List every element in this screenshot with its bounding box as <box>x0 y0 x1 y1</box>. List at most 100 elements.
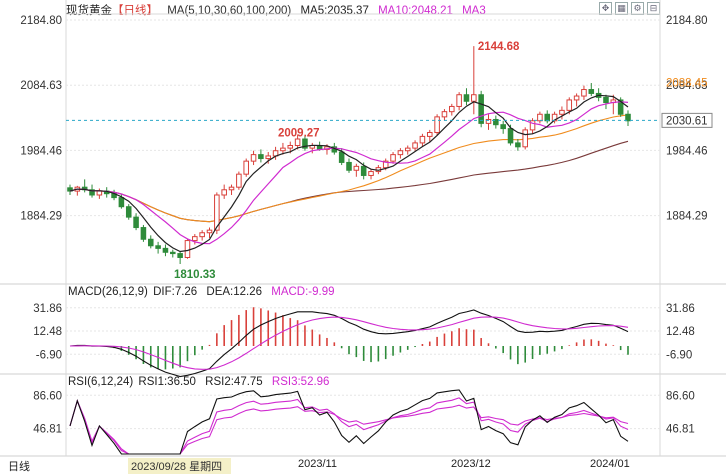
candle-down <box>125 206 132 218</box>
candle-up <box>192 236 198 242</box>
month-label-3: 2024/01 <box>590 458 636 470</box>
dea-line <box>69 316 629 370</box>
candle-up <box>522 129 528 148</box>
macd-left-tick: 31.86 <box>33 303 62 315</box>
rsi-label: RSI(6,12,24) <box>68 376 134 388</box>
ma30-line <box>69 114 629 223</box>
candle-down <box>140 227 147 240</box>
right-price-tick: 2184.80 <box>666 15 708 27</box>
candle-up <box>485 118 492 124</box>
candle-down <box>493 118 499 126</box>
candle-up <box>456 94 462 107</box>
rsi3-line <box>69 399 629 455</box>
low-annotation: 1810.33 <box>174 269 216 281</box>
candle-down <box>338 151 345 163</box>
month-label-1: 2023/11 <box>298 458 343 470</box>
candle-up <box>559 109 565 115</box>
candle-down <box>177 253 183 258</box>
macd-right-tick: 31.86 <box>666 303 695 315</box>
candle-down <box>89 189 95 196</box>
dif-line <box>69 309 629 378</box>
macd-left-tick: 12.48 <box>33 326 62 338</box>
candle-down <box>258 154 264 160</box>
candle-up <box>243 160 249 175</box>
dif-value: DIF:7.26 <box>153 286 198 298</box>
candle-down <box>617 99 624 115</box>
candle-up <box>353 165 360 171</box>
current-price-value: 2030.61 <box>666 115 708 127</box>
candle-down <box>507 128 514 144</box>
candle-down <box>625 113 631 122</box>
right-price-tick: 1884.29 <box>666 211 708 223</box>
rsi-right-tick: 86.60 <box>666 390 695 402</box>
candle-down <box>147 238 154 247</box>
dea-value: DEA:12.26 <box>206 286 263 298</box>
left-price-tick: 1884.29 <box>20 211 62 223</box>
period-selector[interactable]: 日线 <box>8 458 36 474</box>
mid-high-annotation: 2009.27 <box>278 127 320 139</box>
candle-up <box>221 189 227 196</box>
candle-down <box>478 94 484 124</box>
candle-up <box>228 186 235 191</box>
candle-down <box>162 247 169 253</box>
candle-up <box>199 232 205 238</box>
candle-up <box>412 142 418 149</box>
macd-label: MACD(26,12,9) <box>68 286 148 298</box>
candle-down <box>500 124 506 130</box>
candle-up <box>434 116 440 133</box>
candle-down <box>302 138 308 149</box>
candle-up <box>529 120 536 131</box>
rsi-left-tick: 46.81 <box>33 424 62 436</box>
left-price-tick: 2184.80 <box>20 15 62 27</box>
macd-legend: MACD(26,12,9) DIF:7.26 DEA:12.26 MACD:-9… <box>68 286 341 298</box>
rsi2-line <box>69 397 629 455</box>
candle-down <box>360 165 367 176</box>
candle-down <box>603 96 609 104</box>
month-text: 2023/12 <box>451 458 491 470</box>
candle-up <box>581 89 587 97</box>
candle-up <box>184 240 191 258</box>
month-label-2: 2023/12 <box>451 458 497 470</box>
candle-up <box>287 145 294 149</box>
candle-up <box>426 131 433 137</box>
candle-up <box>280 147 286 152</box>
month-text: 2023/11 <box>298 458 337 470</box>
candle-up <box>537 113 543 122</box>
candle-down <box>346 161 352 171</box>
candle-up <box>294 138 301 147</box>
candle-up <box>206 229 213 234</box>
candle-up <box>390 154 396 162</box>
rsi1-value: RSI1:36.50 <box>138 376 196 388</box>
macd-left-tick: -6.90 <box>36 349 62 361</box>
candle-up <box>471 94 477 102</box>
candle-up <box>214 194 220 231</box>
month-text: 2024/01 <box>590 458 630 470</box>
right-price-tick: 2084.63 <box>666 80 708 92</box>
candle-up <box>419 135 426 144</box>
macd-right-tick: 12.48 <box>666 326 695 338</box>
candle-down <box>133 216 139 229</box>
candle-down <box>588 89 595 94</box>
high-annotation: 2144.68 <box>478 41 520 53</box>
macd-right-tick: -6.90 <box>666 349 692 361</box>
candle-down <box>118 197 125 208</box>
date-cursor-label: 2023/09/28 星期四 <box>128 458 232 474</box>
candle-down <box>155 245 161 249</box>
candle-up <box>250 154 257 162</box>
ma30-tag-value: 2088.45 <box>666 78 708 90</box>
candle-up <box>449 105 455 113</box>
candle-up <box>236 173 242 188</box>
current-price-tag <box>661 112 713 128</box>
candle-up <box>382 160 389 169</box>
candle-down <box>544 113 551 122</box>
date-cursor-text: 2023/09/28 星期四 <box>131 461 223 473</box>
candle-up <box>368 171 374 176</box>
right-price-tick: 1984.46 <box>666 145 708 157</box>
rsi3-value: RSI3:52.96 <box>271 376 330 388</box>
rsi-legend: RSI(6,12,24) RSI1:36.50 RSI2:47.75 RSI3:… <box>68 376 335 388</box>
candle-up <box>441 111 448 118</box>
period-label: 日线 <box>8 461 30 473</box>
candle-down <box>463 94 470 102</box>
candle-down <box>170 251 176 255</box>
